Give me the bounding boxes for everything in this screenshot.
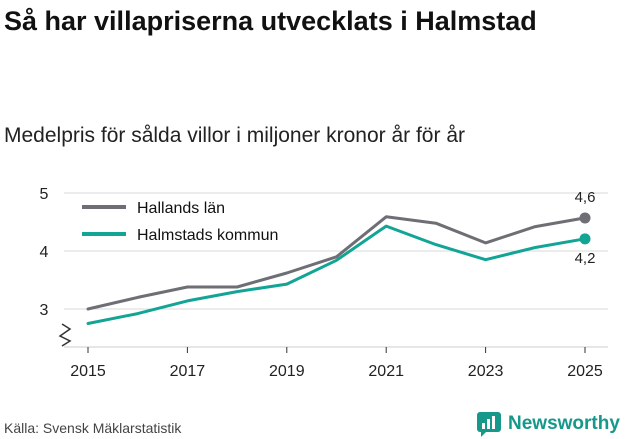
end-value-label-1: 4,6 — [575, 189, 596, 206]
end-value-label-2: 4,2 — [575, 250, 596, 267]
chart-title: Så har villapriserna utvecklats i Halmst… — [4, 6, 537, 36]
legend-label-2: Halmstads kommun — [137, 227, 278, 244]
series-line-2 — [86, 224, 587, 325]
newsworthy-logo: Newsworthy — [476, 409, 620, 439]
x-tick-label: 2025 — [567, 363, 603, 380]
y-tick-label: 3 — [40, 302, 49, 319]
series-end-point-1 — [579, 212, 591, 224]
y-tick-label: 4 — [40, 244, 49, 261]
x-axis: 2015 2017 2019 2021 2023 2025 — [58, 323, 608, 380]
newsworthy-logo-text: Newsworthy — [508, 413, 620, 434]
source-note: Källa: Svensk Mäklarstatistik — [4, 420, 182, 436]
legend: Hallands län Halmstads kommun — [82, 200, 278, 244]
y-tick-label: 5 — [40, 186, 49, 203]
axis-break-mark — [58, 323, 72, 347]
legend-label-1: Hallands län — [137, 200, 225, 217]
chart-subtitle: Medelpris för sålda villor i miljoner kr… — [4, 124, 465, 147]
x-tick-label: 2021 — [368, 363, 404, 380]
x-tick-label: 2019 — [269, 363, 305, 380]
x-tick-label: 2017 — [170, 363, 206, 380]
newsworthy-logo-icon — [477, 412, 501, 437]
series-end-point-2 — [579, 233, 591, 245]
x-tick-label: 2015 — [70, 363, 106, 380]
line-chart: 3 4 5 2015 2017 2019 2021 2023 2025 4,6 4,2 Hall… — [40, 186, 608, 380]
x-tick-label: 2023 — [468, 363, 504, 380]
series-lines: 4,6 4,2 — [86, 189, 596, 325]
series-line-1 — [86, 215, 587, 311]
